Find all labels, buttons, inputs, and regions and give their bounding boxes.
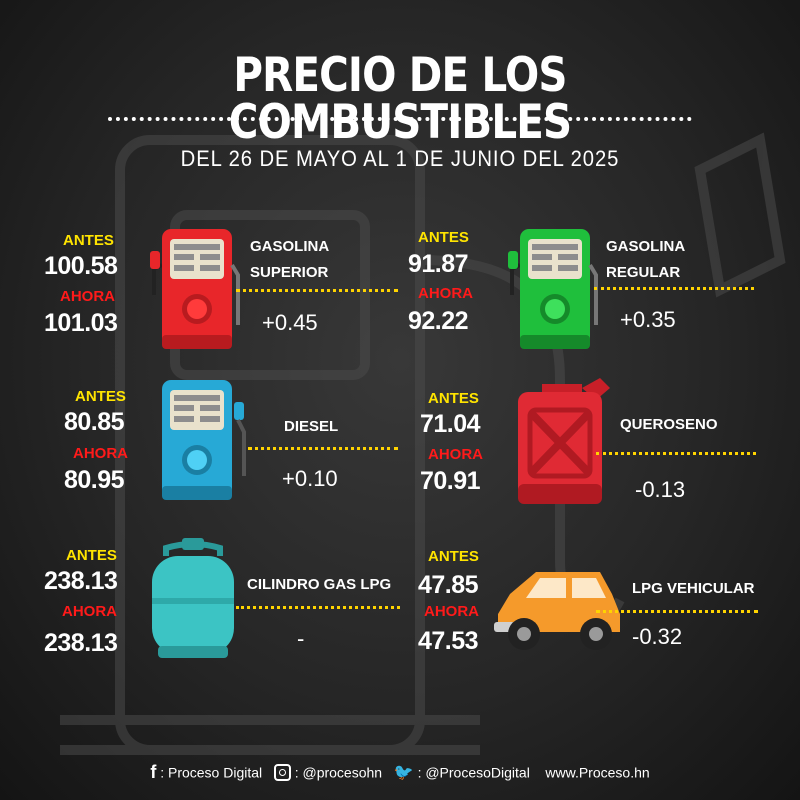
divider-dots: [596, 452, 756, 455]
gas-cylinder-icon: [152, 538, 234, 658]
divider-dots: [596, 610, 758, 613]
before-label: ANTES: [418, 229, 469, 246]
website-link[interactable]: www.Proceso.hn: [545, 764, 650, 781]
now-label: AHORA: [418, 285, 473, 302]
fuel-name: GASOLINA REGULAR: [606, 238, 686, 281]
price-change: +0.45: [262, 310, 318, 335]
before-label: ANTES: [63, 232, 114, 249]
fuel-name: DIESEL: [284, 418, 339, 435]
green-fuel-pump-icon: [508, 229, 598, 349]
red-fuel-pump-icon: [150, 229, 240, 349]
twitter-handle: : @ProcesoDigital: [417, 764, 530, 781]
price-change: +0.10: [282, 466, 338, 491]
price-now: 70.91: [420, 467, 481, 495]
fuel-name: CILINDRO GAS LPG: [247, 576, 392, 593]
price-before: 71.04: [420, 410, 481, 438]
divider-dots: [236, 289, 398, 292]
orange-car-icon: [494, 572, 620, 650]
facebook-handle: : Proceso Digital: [160, 764, 263, 781]
price-before: 91.87: [408, 250, 469, 278]
footer-social: f : Proceso Digital : @procesohn 🐦 : @Pr…: [0, 762, 800, 783]
price-now: 92.22: [408, 307, 469, 335]
blue-fuel-pump-icon: [162, 380, 246, 500]
before-label: ANTES: [428, 390, 479, 407]
divider-dots: [236, 606, 400, 609]
fuel-name: QUEROSENO: [620, 416, 718, 433]
divider-dots: [594, 287, 754, 290]
price-now: 238.13: [44, 629, 118, 657]
price-now: 80.95: [64, 466, 125, 494]
instagram-handle: : @procesohn: [294, 764, 383, 781]
price-now: 101.03: [44, 309, 118, 337]
price-before: 100.58: [44, 252, 118, 280]
before-label: ANTES: [75, 388, 126, 405]
fuel-name: LPG VEHICULAR: [632, 580, 755, 597]
page-subtitle: DEL 26 DE MAYO AL 1 DE JUNIO DEL 2025: [180, 146, 620, 171]
price-before: 47.85: [418, 571, 479, 599]
price-now: 47.53: [418, 627, 479, 655]
now-label: AHORA: [73, 445, 128, 462]
price-change: -0.32: [632, 624, 683, 649]
fuel-name: GASOLINA SUPERIOR: [250, 238, 330, 281]
page-title: PRECIO DE LOS COMBUSTIBLES: [228, 48, 572, 150]
now-label: AHORA: [62, 603, 117, 620]
before-label: ANTES: [428, 548, 479, 565]
divider-dots: [248, 447, 398, 450]
twitter-icon: 🐦: [393, 764, 414, 782]
price-change: -0.13: [635, 477, 686, 502]
title-divider: [108, 117, 692, 121]
price-change: +0.35: [620, 307, 676, 332]
facebook-icon: f: [150, 762, 157, 782]
price-change: -: [297, 626, 305, 651]
now-label: AHORA: [60, 288, 115, 305]
now-label: AHORA: [424, 603, 479, 620]
price-before: 80.85: [64, 408, 125, 436]
now-label: AHORA: [428, 446, 483, 463]
red-jerry-can-icon: [518, 378, 610, 504]
instagram-icon: [273, 764, 291, 781]
price-before: 238.13: [44, 567, 118, 595]
before-label: ANTES: [66, 547, 117, 564]
